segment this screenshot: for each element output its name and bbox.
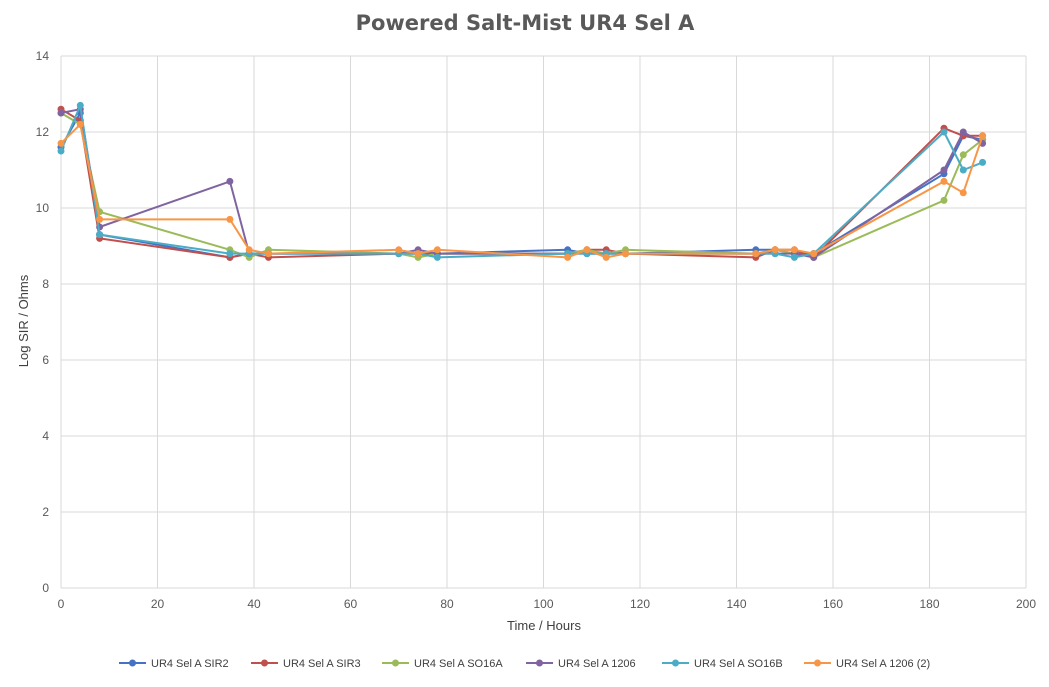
data-point <box>752 250 760 258</box>
y-tick-label: 10 <box>36 201 50 215</box>
x-axis-ticks: 0 20 40 60 80 100 120 140 160 180 200 <box>58 597 1037 611</box>
legend-label: UR4 Sel A 1206 <box>558 658 636 670</box>
data-point <box>245 246 253 254</box>
data-point <box>226 177 234 185</box>
legend: UR4 Sel A SIR2 UR4 Sel A SIR3 UR4 Sel A SO… <box>119 658 930 670</box>
x-tick-label: 20 <box>151 597 165 611</box>
data-point <box>76 120 84 128</box>
x-tick-label: 100 <box>533 597 553 611</box>
data-point <box>414 250 422 258</box>
data-point <box>96 231 104 239</box>
data-point <box>602 253 610 261</box>
chart-title: Powered Salt-Mist UR4 Sel A <box>356 11 696 35</box>
data-point <box>940 128 948 136</box>
x-tick-label: 0 <box>58 597 65 611</box>
x-tick-label: 180 <box>919 597 939 611</box>
data-point <box>979 158 987 166</box>
x-tick-label: 80 <box>440 597 454 611</box>
data-point <box>226 250 234 258</box>
y-tick-label: 8 <box>42 277 49 291</box>
y-tick-label: 14 <box>36 49 50 63</box>
series-2 <box>57 105 987 261</box>
data-point <box>57 139 65 147</box>
data-point <box>771 246 779 254</box>
x-axis-title: Time / Hours <box>507 618 581 633</box>
data-point <box>622 250 630 258</box>
legend-item: UR4 Sel A 1206 (2) <box>804 658 930 670</box>
data-point <box>57 147 65 155</box>
legend-item: UR4 Sel A SIR2 <box>119 658 229 670</box>
data-point <box>979 132 987 140</box>
data-point <box>264 250 272 258</box>
legend-swatch-marker <box>814 659 821 667</box>
series-line <box>60 123 984 259</box>
gridlines <box>60 55 1027 589</box>
data-point <box>959 166 967 174</box>
data-point <box>57 109 65 117</box>
legend-swatch-marker <box>261 659 268 667</box>
legend-item: UR4 Sel A 1206 <box>526 658 636 670</box>
data-point <box>940 196 948 204</box>
y-tick-label: 6 <box>42 353 49 367</box>
x-tick-label: 200 <box>1016 597 1036 611</box>
x-tick-label: 40 <box>247 597 261 611</box>
x-tick-label: 160 <box>823 597 843 611</box>
data-point <box>564 253 572 261</box>
x-tick-label: 140 <box>726 597 746 611</box>
data-point <box>940 177 948 185</box>
data-point <box>959 151 967 159</box>
data-point <box>790 246 798 254</box>
data-point <box>96 215 104 223</box>
series-6 <box>57 120 987 261</box>
data-point <box>940 166 948 174</box>
data-point <box>395 246 403 254</box>
data-point <box>959 189 967 197</box>
y-axis-title: Log SIR / Ohms <box>16 274 31 367</box>
series-4 <box>57 105 987 261</box>
y-tick-label: 0 <box>42 581 49 595</box>
y-tick-label: 2 <box>42 505 49 519</box>
data-point <box>226 215 234 223</box>
data-point <box>959 128 967 136</box>
data-point <box>76 101 84 109</box>
x-tick-label: 60 <box>344 597 358 611</box>
legend-label: UR4 Sel A SO16B <box>694 658 783 670</box>
legend-swatch-marker <box>672 659 679 667</box>
data-point <box>583 246 591 254</box>
legend-item: UR4 Sel A SIR3 <box>251 658 361 670</box>
data-point <box>433 246 441 254</box>
legend-swatch-marker <box>129 659 136 667</box>
y-tick-label: 12 <box>36 125 50 139</box>
data-point <box>810 250 818 258</box>
legend-label: UR4 Sel A 1206 (2) <box>836 658 930 670</box>
y-axis-ticks: 0 2 4 6 8 10 12 14 <box>36 49 50 595</box>
legend-swatch-marker <box>536 659 543 667</box>
legend-item: UR4 Sel A SO16A <box>382 658 503 670</box>
legend-swatch-marker <box>392 659 399 667</box>
data-series <box>57 101 987 261</box>
data-point <box>433 253 441 261</box>
series-5 <box>57 101 987 261</box>
y-tick-label: 4 <box>42 429 49 443</box>
legend-label: UR4 Sel A SIR3 <box>283 658 361 670</box>
legend-label: UR4 Sel A SIR2 <box>151 658 229 670</box>
data-point <box>790 253 798 261</box>
legend-label: UR4 Sel A SO16A <box>414 658 503 670</box>
x-tick-label: 120 <box>630 597 650 611</box>
legend-item: UR4 Sel A SO16B <box>662 658 783 670</box>
